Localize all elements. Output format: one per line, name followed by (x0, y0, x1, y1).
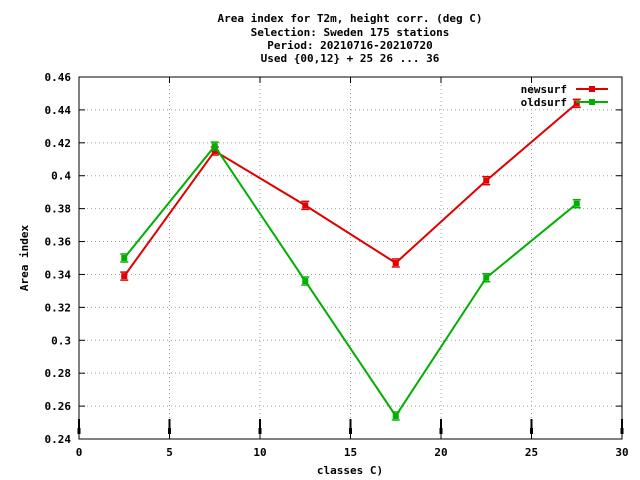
x-tick-label: 20 (434, 446, 447, 459)
x-tick-label: 15 (344, 446, 357, 459)
grid (79, 77, 622, 439)
y-tick-label: 0.34 (45, 268, 72, 281)
legend-marker-newsurf (589, 86, 595, 92)
x-tick-label: 0 (76, 446, 83, 459)
data-point-oldsurf (573, 200, 580, 207)
bottom-marker-dot (168, 428, 171, 434)
title-line-4: Used {00,12} + 25 26 ... 36 (261, 52, 440, 65)
series-line-newsurf (123, 102, 578, 277)
series-line-oldsurf (123, 144, 578, 418)
y-tick-label: 0.36 (45, 236, 72, 249)
data-point-newsurf (211, 148, 218, 155)
y-tick-label: 0.44 (45, 104, 72, 117)
y-axis-label: Area index (18, 225, 31, 292)
y-tick-label: 0.26 (45, 400, 72, 413)
data-point-oldsurf (302, 278, 309, 285)
legend-label-newsurf: newsurf (521, 83, 567, 96)
data-point-oldsurf (121, 255, 128, 261)
data-point-oldsurf (483, 274, 490, 281)
legend-label-oldsurf: oldsurf (521, 96, 567, 109)
series (120, 98, 581, 421)
x-tick-label: 30 (615, 446, 628, 459)
y-tick-label: 0.42 (45, 137, 72, 150)
data-point-newsurf (483, 177, 490, 184)
data-point-oldsurf (211, 143, 218, 150)
x-tick-label: 25 (525, 446, 538, 459)
title-line-2: Selection: Sweden 175 stations (251, 26, 450, 39)
data-point-newsurf (392, 259, 399, 266)
data-point-newsurf (302, 202, 309, 209)
bottom-marker-dot (349, 428, 352, 434)
bottom-marker-dot (530, 428, 533, 434)
data-point-newsurf (573, 100, 580, 107)
title-line-3: Period: 20210716-20210720 (267, 39, 433, 52)
title-line-1: Area index for T2m, height corr. (deg C) (218, 12, 483, 25)
x-tick-label: 5 (166, 446, 173, 459)
y-tick-label: 0.28 (45, 367, 72, 380)
bottom-marker-dot (258, 428, 262, 434)
x-tick-label: 10 (253, 446, 266, 459)
y-tick-label: 0.32 (45, 301, 72, 314)
x-axis-label: classes C) (317, 464, 383, 477)
y-tick-label: 0.4 (51, 170, 71, 183)
plot-frame (78, 76, 623, 440)
y-tick-label: 0.46 (45, 71, 72, 84)
y-tick-label: 0.3 (51, 334, 71, 347)
data-point-oldsurf (392, 412, 399, 419)
y-tick-label: 0.24 (45, 433, 72, 446)
legend-marker-oldsurf (589, 99, 595, 105)
chart-title: Area index for T2m, height corr. (deg C)… (218, 12, 483, 65)
bottom-marker-dot (439, 428, 443, 434)
data-point-newsurf (121, 273, 128, 280)
y-tick-label: 0.38 (45, 203, 72, 216)
